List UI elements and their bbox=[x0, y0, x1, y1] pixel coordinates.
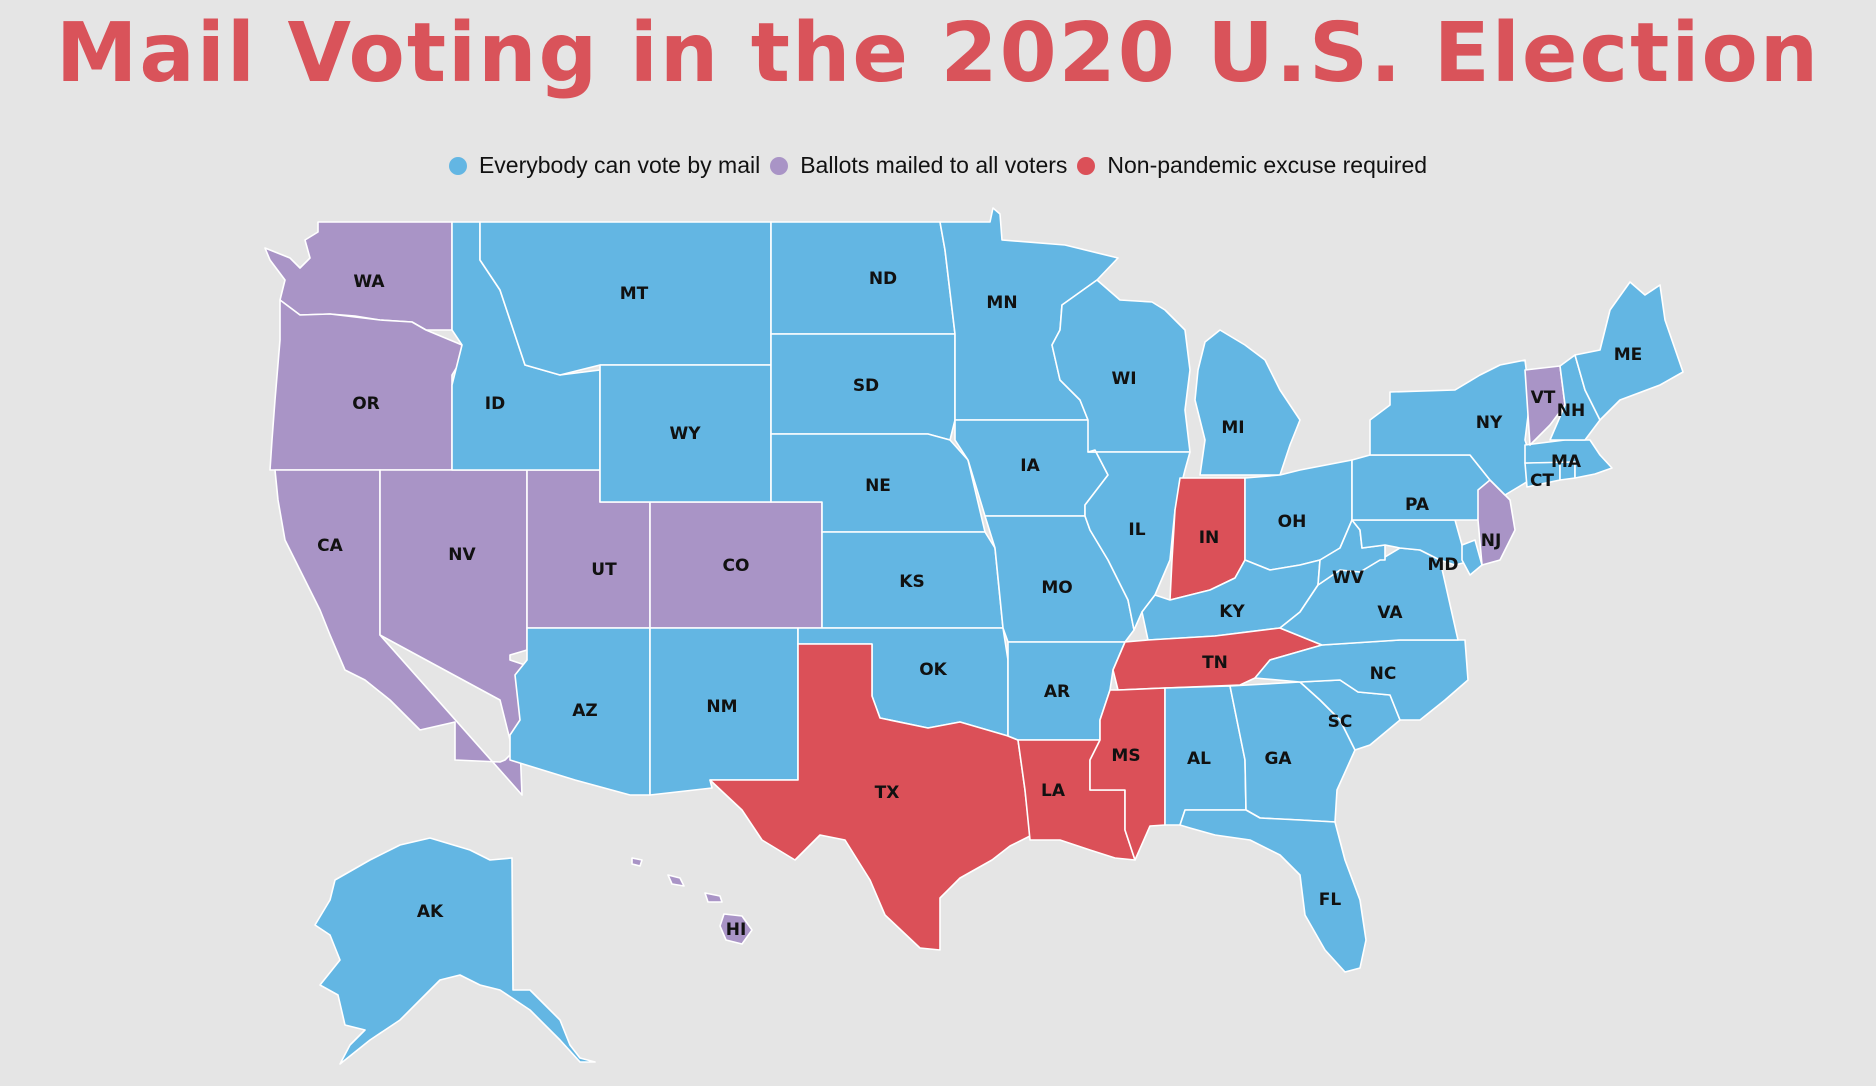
state-label-vt: VT bbox=[1531, 388, 1556, 408]
state-me bbox=[1574, 281, 1684, 421]
state-label-or: OR bbox=[352, 394, 380, 414]
state-md bbox=[1351, 519, 1476, 566]
state-label-sc: SC bbox=[1328, 712, 1353, 732]
state-label-la: LA bbox=[1041, 781, 1066, 801]
state-label-ca: CA bbox=[317, 536, 343, 556]
state-label-wv: WV bbox=[1332, 568, 1365, 588]
state-label-nv: NV bbox=[448, 545, 476, 565]
legend-dot-all-mailed bbox=[770, 156, 789, 175]
state-label-hi: HI bbox=[726, 920, 747, 940]
state-label-mo: MO bbox=[1041, 578, 1072, 598]
state-label-mn: MN bbox=[986, 293, 1017, 313]
state-label-ut: UT bbox=[591, 560, 617, 580]
legend-dot-excuse bbox=[1077, 156, 1096, 175]
state-label-nh: NH bbox=[1557, 401, 1585, 421]
legend-label-excuse: Non-pandemic excuse required bbox=[1107, 152, 1428, 178]
state-label-ny: NY bbox=[1476, 413, 1503, 433]
state-ak bbox=[314, 837, 596, 1065]
state-wi bbox=[1051, 279, 1191, 453]
legend-label-everybody: Everybody can vote by mail bbox=[478, 152, 761, 178]
state-hi bbox=[719, 913, 753, 945]
state-label-ga: GA bbox=[1264, 749, 1292, 769]
state-label-nd: ND bbox=[869, 269, 897, 289]
state-label-pa: PA bbox=[1405, 495, 1430, 515]
state-label-nc: NC bbox=[1370, 664, 1397, 684]
state-label-wa: WA bbox=[353, 272, 385, 292]
legend: Everybody can vote by mail Ballots maile… bbox=[0, 152, 1876, 179]
state-label-tn: TN bbox=[1202, 653, 1228, 673]
state-label-ky: KY bbox=[1219, 602, 1245, 622]
state-label-ma: MA bbox=[1551, 452, 1582, 472]
state-nv bbox=[379, 469, 528, 761]
map-title: Mail Voting in the 2020 U.S. Election bbox=[55, 6, 1821, 101]
state-wv bbox=[1317, 519, 1386, 586]
legend-label-all-mailed: Ballots mailed to all voters bbox=[800, 152, 1068, 178]
state-label-wy: WY bbox=[669, 424, 701, 444]
state-label-me: ME bbox=[1614, 345, 1643, 365]
state-label-co: CO bbox=[723, 556, 750, 576]
state-label-ia: IA bbox=[1020, 456, 1040, 476]
state-label-al: AL bbox=[1187, 749, 1211, 769]
state-label-tx: TX bbox=[875, 783, 900, 803]
state-label-ks: KS bbox=[899, 572, 924, 592]
state-label-mt: MT bbox=[620, 284, 649, 304]
legend-item-excuse: Non-pandemic excuse required bbox=[1077, 152, 1427, 179]
state-label-ms: MS bbox=[1111, 746, 1140, 766]
state-tx bbox=[709, 643, 1031, 951]
state-label-nj: NJ bbox=[1481, 531, 1502, 551]
state-label-ne: NE bbox=[865, 476, 891, 496]
state-label-az: AZ bbox=[572, 701, 597, 721]
state-label-va: VA bbox=[1377, 603, 1403, 623]
state-hi-island bbox=[667, 874, 685, 887]
state-hi-island bbox=[631, 857, 643, 867]
state-mi bbox=[1194, 329, 1301, 476]
state-label-in: IN bbox=[1199, 528, 1220, 548]
state-nd bbox=[770, 221, 956, 335]
legend-dot-everybody bbox=[448, 156, 467, 175]
legend-item-all-mailed: Ballots mailed to all voters bbox=[770, 152, 1067, 179]
state-label-ct: CT bbox=[1530, 471, 1554, 491]
state-label-fl: FL bbox=[1319, 890, 1342, 910]
state-label-ak: AK bbox=[417, 902, 444, 922]
state-label-mi: MI bbox=[1221, 418, 1244, 438]
state-label-id: ID bbox=[485, 394, 505, 414]
state-label-ar: AR bbox=[1044, 682, 1070, 702]
legend-item-everybody: Everybody can vote by mail bbox=[448, 152, 761, 179]
state-label-il: IL bbox=[1128, 520, 1145, 540]
state-label-nm: NM bbox=[706, 697, 737, 717]
state-label-md: MD bbox=[1427, 555, 1458, 575]
state-label-ok: OK bbox=[919, 660, 947, 680]
state-label-sd: SD bbox=[853, 376, 879, 396]
state-ca bbox=[274, 469, 523, 796]
state-vt bbox=[1524, 365, 1566, 446]
state-de bbox=[1461, 539, 1483, 576]
state-label-oh: OH bbox=[1278, 512, 1307, 532]
state-hi-island bbox=[704, 892, 723, 903]
state-fl bbox=[1179, 809, 1367, 973]
state-label-wi: WI bbox=[1111, 369, 1136, 389]
